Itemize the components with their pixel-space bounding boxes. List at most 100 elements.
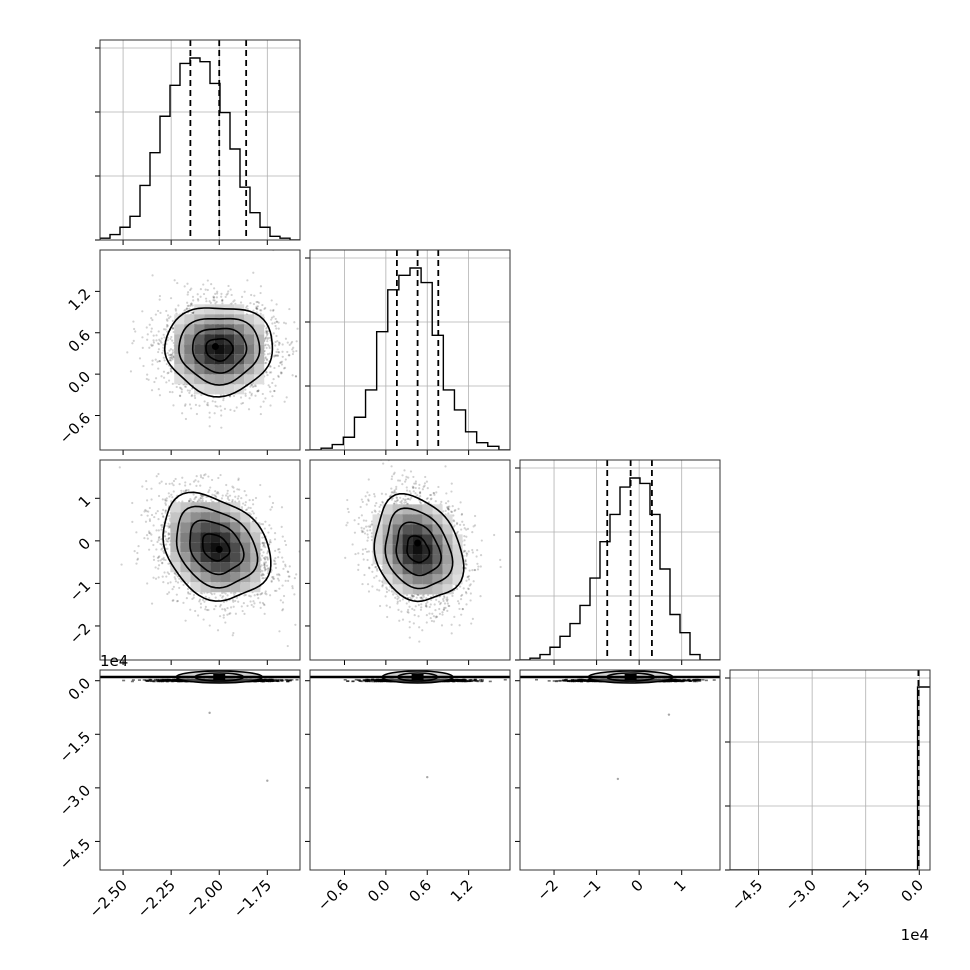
scatter-point (270, 371, 273, 374)
scatter-point (263, 558, 267, 561)
scatter-point (277, 321, 280, 324)
scatter-point (276, 348, 279, 351)
scatter-point (172, 330, 175, 334)
density-cell (244, 354, 255, 365)
scatter-point (261, 392, 264, 396)
scatter-point (171, 319, 174, 322)
scatter-point (184, 417, 188, 421)
scatter-point (150, 330, 153, 333)
scatter-point (158, 294, 162, 298)
scatter-point (184, 619, 187, 622)
scatter-point (270, 318, 273, 321)
scatter-point (276, 354, 279, 357)
scatter-point (234, 500, 237, 503)
scatter-point (252, 302, 256, 306)
scatter-point (162, 333, 165, 336)
scatter-point (197, 498, 200, 501)
scatter-point (244, 593, 247, 596)
scatter-point (183, 285, 186, 288)
scatter-point (178, 394, 182, 397)
scatter-point (269, 309, 272, 312)
scatter-point (168, 517, 171, 520)
scatter-point (181, 500, 184, 503)
scatter-point (157, 343, 161, 346)
scatter-point (262, 556, 265, 560)
density-peak (211, 343, 219, 351)
scatter-point (288, 354, 291, 357)
scatter-point (154, 566, 157, 569)
scatter-point (167, 537, 171, 540)
scatter-point (232, 486, 235, 489)
scatter-point (174, 308, 177, 311)
scatter-point (221, 494, 224, 497)
density-cell (174, 314, 185, 325)
density-cell (184, 374, 195, 385)
scatter-point (262, 577, 265, 580)
scatter-point (186, 282, 189, 285)
scatter-point (276, 354, 280, 357)
scatter-point (164, 558, 167, 562)
density-cell (254, 334, 265, 345)
scatter-point (204, 608, 207, 611)
density-cell (254, 314, 265, 325)
scatter-point (204, 473, 207, 476)
scatter-point (284, 565, 287, 568)
scatter-point (254, 496, 258, 500)
scatter-point (167, 533, 170, 536)
scatter-point (196, 293, 199, 296)
scatter-point (185, 488, 188, 492)
scatter-point (234, 612, 237, 615)
scatter-point (232, 300, 235, 303)
scatter-point (214, 605, 217, 608)
scatter-point (269, 594, 272, 597)
scatter-point (171, 358, 174, 361)
scatter-point (232, 600, 235, 603)
scatter-point (296, 327, 299, 330)
scatter-point (286, 341, 289, 344)
scatter-point (250, 383, 254, 387)
scatter-point (171, 327, 175, 330)
scatter-point (240, 295, 244, 298)
scatter-point (261, 601, 265, 605)
scatter-point (151, 344, 155, 347)
scatter-point (192, 312, 195, 315)
scatter-point (250, 394, 253, 397)
scatter-point (257, 389, 260, 392)
scatter-point (273, 532, 277, 535)
scatter-point (194, 403, 198, 406)
scatter-point (171, 391, 174, 394)
scatter-point (215, 300, 218, 303)
density-cell (254, 324, 265, 335)
scatter-point (268, 495, 271, 498)
scatter-point (267, 568, 270, 571)
scatter-point (172, 599, 175, 602)
scatter-point (264, 592, 267, 595)
scatter-point (284, 322, 288, 325)
scatter-point (192, 593, 196, 597)
scatter-point (237, 495, 240, 498)
scatter-point (160, 524, 163, 527)
scatter-point (137, 545, 140, 548)
scatter-point (239, 396, 243, 399)
scatter-point (156, 342, 160, 345)
scatter-point (262, 573, 265, 576)
scatter-point (218, 615, 222, 618)
density-cell (244, 324, 255, 335)
scatter-point (232, 591, 235, 595)
scatter-point (260, 548, 263, 551)
scatter-point (166, 351, 169, 355)
scatter-point (145, 479, 148, 483)
scatter-point (275, 303, 278, 306)
scatter-point (277, 343, 281, 346)
scatter-point (211, 400, 214, 403)
scatter-point (175, 593, 178, 596)
density-cell (224, 384, 235, 395)
scatter-point (252, 503, 255, 506)
scatter-point (198, 404, 201, 407)
density-cell (254, 354, 265, 365)
scatter-point (208, 597, 211, 600)
scatter-point (157, 539, 160, 542)
scatter-point (226, 492, 229, 495)
scatter-point (145, 534, 149, 537)
scatter-point (169, 581, 172, 584)
